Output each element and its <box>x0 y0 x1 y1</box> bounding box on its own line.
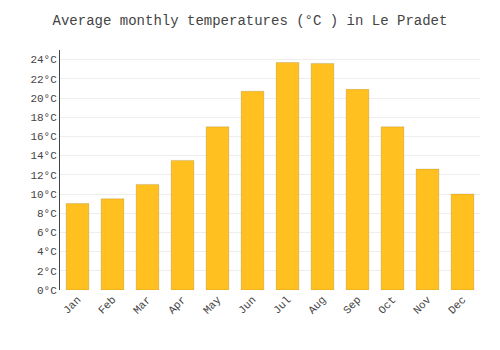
svg-text:8°C: 8°C <box>37 208 57 220</box>
svg-text:Oct: Oct <box>376 294 398 316</box>
svg-text:Average monthly temperatures (: Average monthly temperatures (°C ) in Le… <box>53 13 448 29</box>
svg-text:Sep: Sep <box>341 294 363 316</box>
svg-text:16°C: 16°C <box>30 131 57 143</box>
svg-text:Mar: Mar <box>131 294 153 316</box>
svg-text:2°C: 2°C <box>37 266 57 278</box>
svg-text:24°C: 24°C <box>30 54 57 66</box>
svg-text:Jun: Jun <box>236 294 258 316</box>
svg-text:0°C: 0°C <box>37 285 57 297</box>
svg-text:6°C: 6°C <box>37 227 57 239</box>
svg-text:Jan: Jan <box>61 294 83 316</box>
svg-text:10°C: 10°C <box>30 189 57 201</box>
svg-text:12°C: 12°C <box>30 170 57 182</box>
svg-text:Jul: Jul <box>271 294 293 316</box>
svg-text:Aug: Aug <box>306 294 328 316</box>
svg-text:20°C: 20°C <box>30 93 57 105</box>
svg-text:4°C: 4°C <box>37 246 57 258</box>
svg-text:14°C: 14°C <box>30 150 57 162</box>
svg-text:22°C: 22°C <box>30 74 57 86</box>
svg-text:Apr: Apr <box>166 294 188 316</box>
svg-text:May: May <box>201 294 224 317</box>
svg-text:18°C: 18°C <box>30 112 57 124</box>
svg-text:Nov: Nov <box>411 294 434 317</box>
svg-text:Dec: Dec <box>446 294 468 316</box>
svg-text:Feb: Feb <box>96 294 118 316</box>
